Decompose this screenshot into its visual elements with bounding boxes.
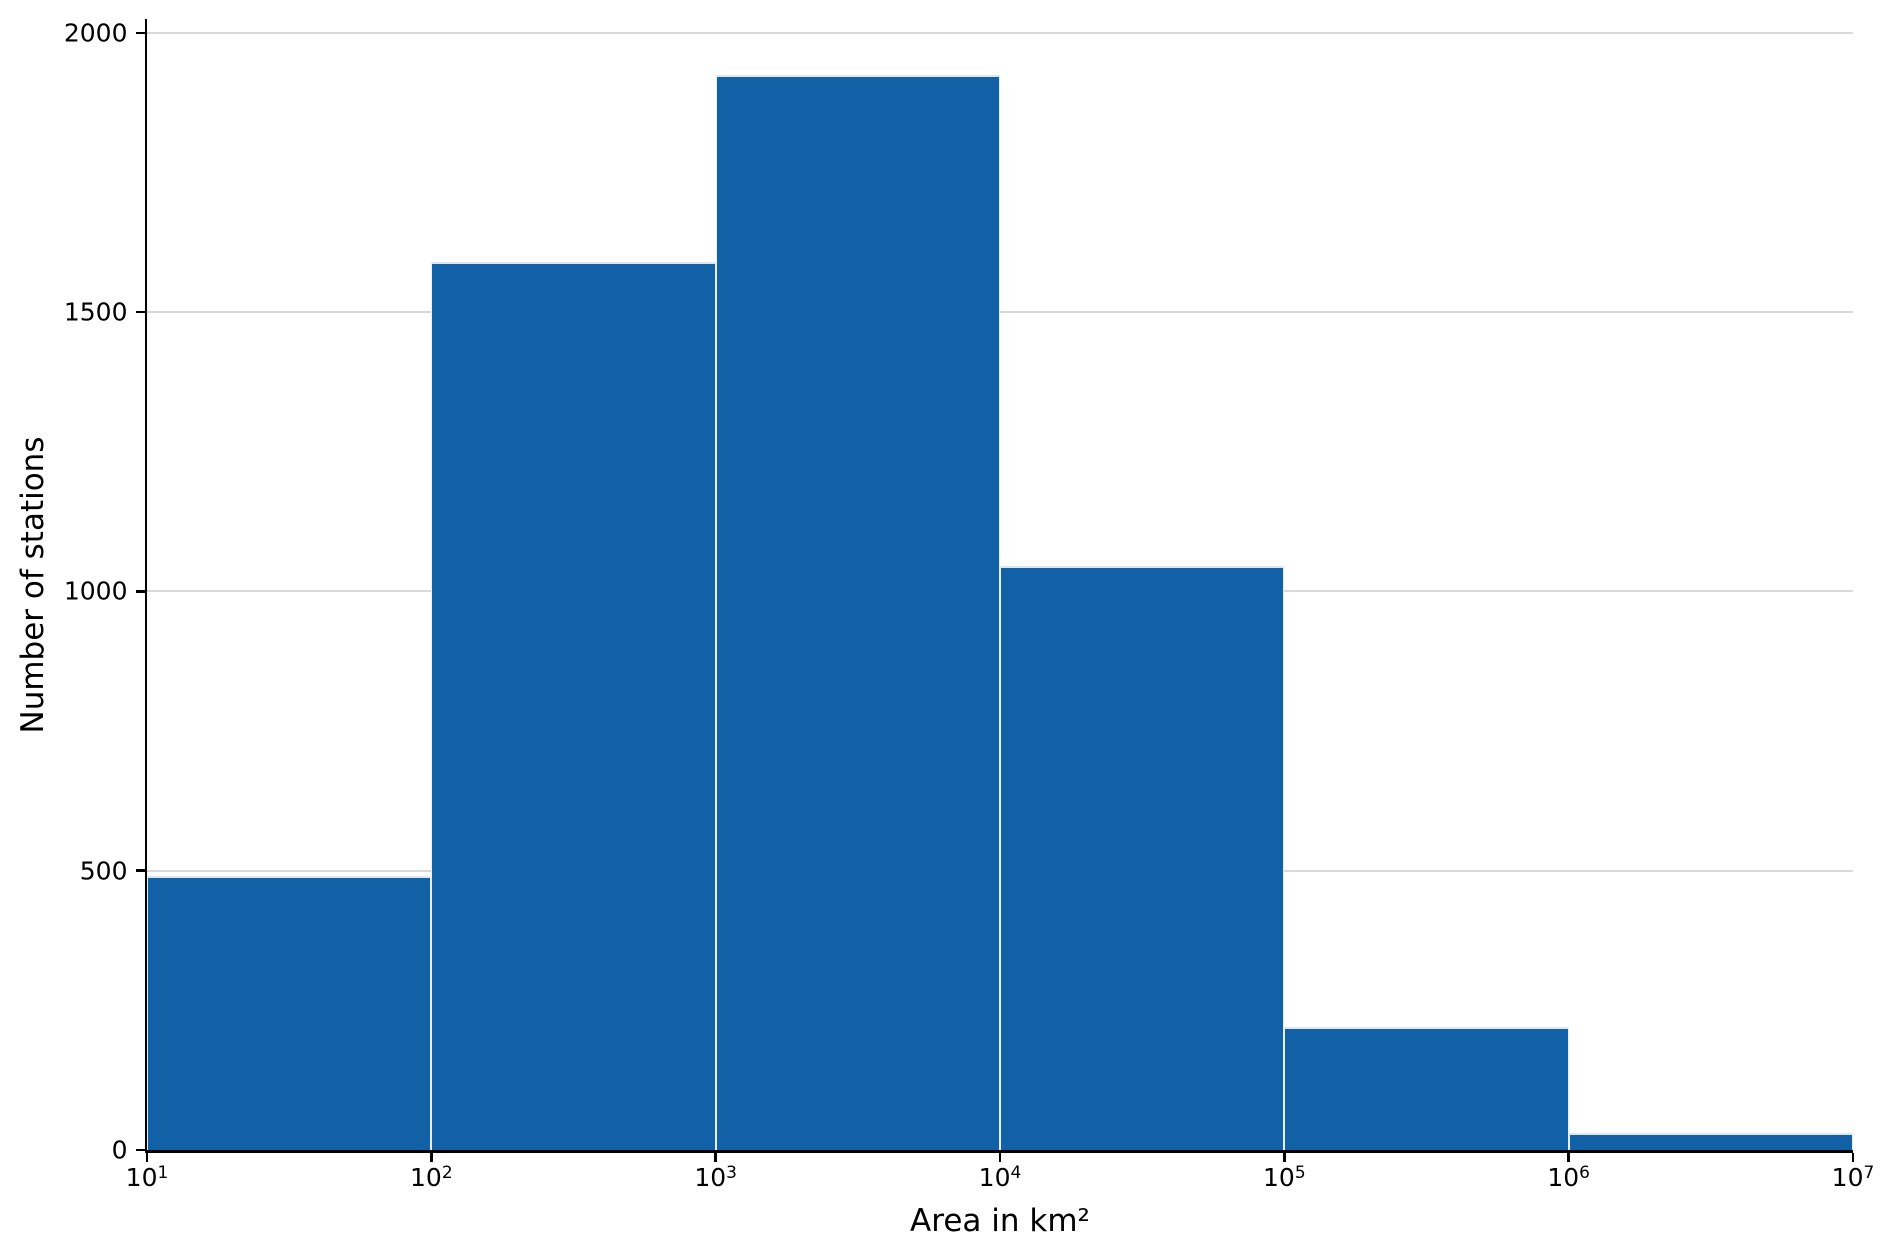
histogram-bar	[431, 261, 716, 1150]
x-axis-tick-label: 102	[410, 1162, 453, 1192]
y-axis-tick-label: 1500	[63, 297, 128, 327]
y-axis-tick	[135, 1148, 145, 1152]
y-gridline	[147, 311, 1853, 314]
x-axis-tick-label: 106	[1547, 1162, 1590, 1192]
x-axis-tick	[145, 1152, 149, 1162]
y-axis-tick	[135, 590, 145, 593]
x-axis-tick	[1567, 1152, 1570, 1162]
y-axis-tick-label: 0	[111, 1135, 128, 1165]
x-axis-tick	[1851, 1152, 1855, 1162]
y-axis-spine	[144, 19, 147, 1153]
histogram-bar	[715, 74, 1000, 1150]
x-axis-tick-label: 104	[978, 1162, 1022, 1192]
y-axis-tick-label: 1000	[63, 576, 128, 606]
y-axis-tick	[135, 31, 145, 35]
y-axis-tick	[135, 310, 145, 314]
x-axis-tick	[1283, 1152, 1286, 1162]
x-axis-tick	[998, 1152, 1002, 1162]
histogram-bar	[1000, 566, 1285, 1150]
x-axis-tick-label: 105	[1263, 1162, 1306, 1192]
x-axis-tick	[714, 1152, 717, 1162]
y-axis-tick-label: 500	[79, 856, 128, 886]
y-axis-tick-label: 2000	[63, 18, 128, 48]
histogram-bar	[1568, 1133, 1853, 1150]
x-axis-tick-label: 107	[1831, 1162, 1875, 1192]
y-axis-tick	[135, 869, 145, 872]
x-axis-label: Area in km²	[910, 1203, 1090, 1239]
y-gridline	[147, 31, 1853, 34]
x-axis-tick	[430, 1152, 433, 1162]
x-axis-tick-label: 103	[694, 1162, 737, 1192]
x-axis-spine	[144, 1150, 1853, 1153]
histogram-bar	[1284, 1027, 1569, 1150]
histogram-bar	[147, 876, 432, 1150]
x-axis-tick-label: 101	[125, 1162, 169, 1192]
